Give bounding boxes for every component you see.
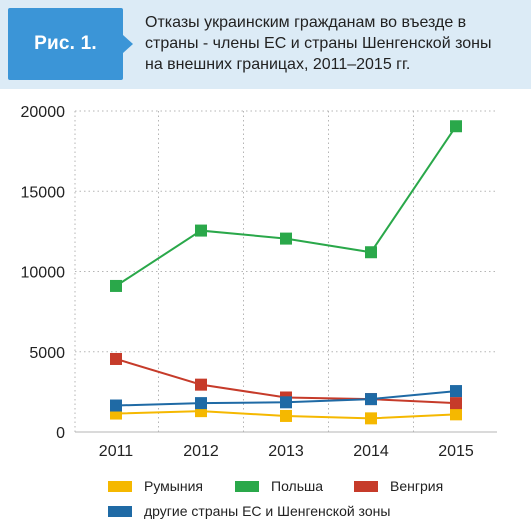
data-point bbox=[195, 397, 207, 410]
figure-badge: Рис. 1. bbox=[8, 8, 133, 80]
data-point bbox=[110, 399, 122, 412]
legend-swatch bbox=[108, 505, 132, 517]
y-tick-label: 20000 bbox=[21, 104, 66, 121]
chart-title-line: Отказы украинским гражданам во въезде в bbox=[145, 14, 467, 31]
figure-number: Рис. 1. bbox=[34, 33, 97, 54]
x-tick-label: 2014 bbox=[353, 443, 389, 460]
data-point bbox=[110, 352, 122, 365]
legend-label: Венгрия bbox=[390, 478, 444, 494]
legend-item: Польша bbox=[235, 478, 323, 494]
series-line bbox=[115, 125, 457, 287]
data-point bbox=[450, 397, 462, 410]
data-point bbox=[450, 408, 462, 421]
data-point bbox=[280, 396, 292, 409]
figure-header: Рис. 1. Отказы украинским гражданам во в… bbox=[0, 0, 531, 89]
data-point bbox=[450, 385, 462, 398]
y-tick-label: 5000 bbox=[29, 345, 65, 362]
x-tick-label: 2015 bbox=[438, 443, 474, 460]
legend-item: Румыния bbox=[108, 478, 203, 494]
data-point bbox=[450, 120, 462, 133]
data-point bbox=[280, 409, 292, 422]
data-point bbox=[365, 412, 377, 425]
legend-label: другие страны ЕС и Шенгенской зоны bbox=[144, 503, 391, 519]
legend-swatch bbox=[235, 480, 259, 492]
y-tick-label: 15000 bbox=[21, 184, 66, 201]
data-point bbox=[195, 224, 207, 237]
chart-legend: Румыния Польша Венгрия другие страны ЕС и Ш… bbox=[0, 470, 531, 531]
line-chart: 0 5000 10000 15000 20000 2011 2012 2013 2014 2015 bbox=[21, 104, 497, 460]
chart-title: Отказы украинским гражданам во въезде в … bbox=[145, 12, 525, 75]
data-point bbox=[365, 246, 377, 259]
x-tick-label: 2013 bbox=[268, 443, 304, 460]
data-point bbox=[195, 378, 207, 391]
legend-item: Венгрия bbox=[354, 478, 443, 494]
x-tick-label: 2011 bbox=[99, 443, 134, 460]
y-tick-label: 10000 bbox=[21, 265, 66, 282]
legend-label: Польша bbox=[271, 478, 324, 494]
legend-label: Румыния bbox=[144, 478, 204, 494]
chart-title-line: на внешних границах, 2011–2015 гг. bbox=[145, 56, 411, 73]
x-tick-label: 2012 bbox=[183, 443, 219, 460]
chart-title-line: страны - члены ЕС и страны Шенгенской зо… bbox=[145, 35, 492, 52]
data-point bbox=[365, 393, 377, 406]
legend-item: другие страны ЕС и Шенгенской зоны bbox=[108, 503, 390, 519]
y-tick-label: 0 bbox=[56, 425, 65, 442]
legend-swatch bbox=[354, 480, 378, 492]
legend-swatch bbox=[108, 480, 132, 492]
data-point bbox=[280, 232, 292, 245]
data-point bbox=[110, 279, 122, 292]
